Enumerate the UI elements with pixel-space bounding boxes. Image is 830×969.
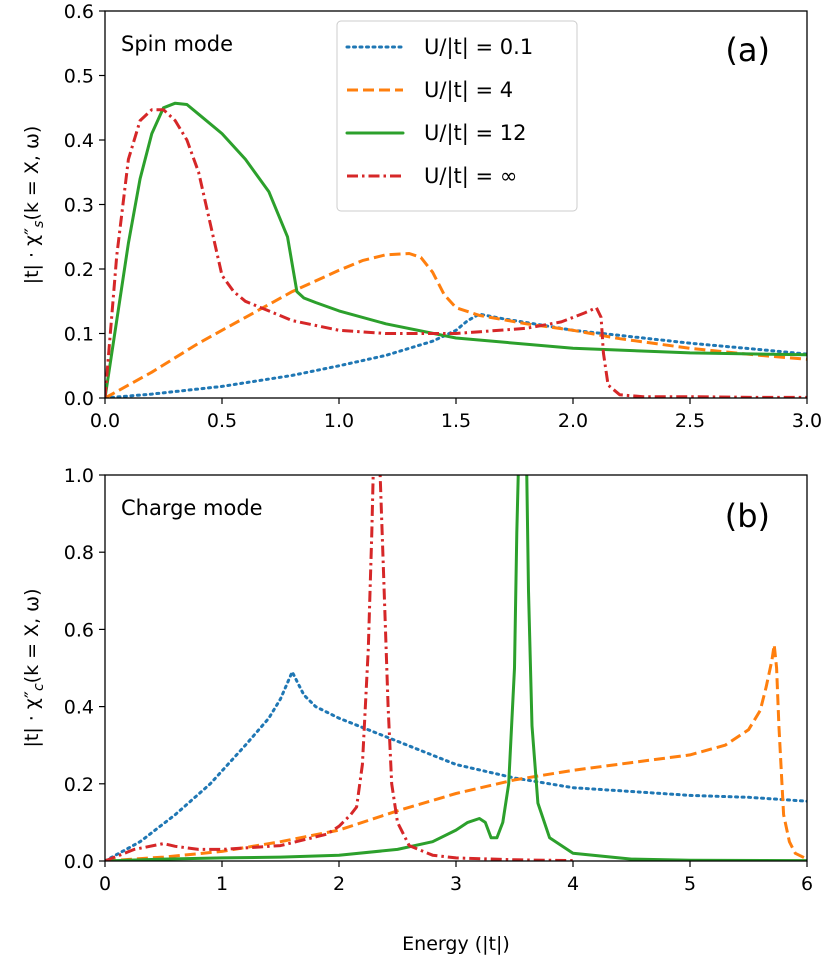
- y-tick-label-a: 0.4: [64, 130, 94, 152]
- axis-ticks-b: 0 1 2 3 4 5 6 0.0 0.2 0.4 0.6 0.8 1.0: [64, 465, 813, 895]
- series-line-uinf-b: [105, 475, 574, 861]
- x-tick-label-a: 2.0: [558, 410, 588, 432]
- y-tick-label-a: 0.5: [64, 66, 94, 88]
- y-tick-label-b: 0.4: [64, 697, 94, 719]
- legend-label-u12: U/|t| = 12: [424, 121, 527, 146]
- series-line-u12-a: [105, 101, 807, 398]
- y-tick-label-b: 0.2: [64, 774, 94, 796]
- x-tick-label-b: 4: [567, 873, 579, 895]
- y-axis-label-a: |t| · χ″s(k = X, ω): [21, 126, 47, 285]
- panel-label-a: (a): [725, 31, 770, 69]
- x-tick-label-b: 0: [99, 873, 111, 895]
- x-tick-label-b: 2: [333, 873, 345, 895]
- spin-mode-panel: 0.0 0.5 1.0 1.5 2.0 2.5 3.0 0.0 0.1 0.2 0.3 0.4 0.5 0…: [64, 1, 822, 432]
- y-tick-label-a: 0.6: [64, 1, 94, 23]
- y-tick-label-a: 0.1: [64, 324, 94, 346]
- plot-frame-a: [104, 10, 808, 399]
- series-line-uinf-a: [105, 108, 807, 398]
- y-tick-label-b: 0.0: [64, 851, 94, 873]
- y-tick-label-a: 0.2: [64, 259, 94, 281]
- x-tick-label-a: 0.5: [207, 410, 237, 432]
- x-tick-label-b: 1: [216, 873, 228, 895]
- x-tick-label-b: 3: [450, 873, 462, 895]
- axis-ticks-a: 0.0 0.5 1.0 1.5 2.0 2.5 3.0 0.0 0.1 0.2 0.3 0.4 0.5 0…: [64, 1, 822, 432]
- x-tick-label-b: 5: [684, 873, 696, 895]
- y-tick-label-b: 0.8: [64, 542, 94, 564]
- series-line-u01-b: [105, 670, 807, 861]
- legend-box: [336, 20, 578, 212]
- x-tick-label-b: 6: [801, 873, 813, 895]
- series-line-u4-b: [105, 643, 807, 861]
- legend: U/|t| = 0.1 U/|t| = 4 U/|t| = 12 U/|t| = ∞: [336, 20, 578, 212]
- y-tick-label-b: 0.6: [64, 619, 94, 641]
- plot-frame-b: [104, 474, 808, 862]
- series-lines-b: [105, 475, 807, 861]
- series-lines-a: [105, 101, 807, 398]
- series-line-u01-a: [105, 312, 807, 398]
- x-tick-label-a: 1.5: [441, 410, 471, 432]
- x-tick-label-a: 0.0: [90, 410, 120, 432]
- x-axis-label: Energy (|t|): [402, 933, 510, 955]
- charge-mode-panel: 0 1 2 3 4 5 6 0.0 0.2 0.4 0.6 0.8 1.0 Charge mode (b…: [64, 465, 813, 895]
- y-tick-label-b: 1.0: [64, 465, 94, 487]
- x-tick-label-a: 3.0: [792, 410, 822, 432]
- legend-label-u01: U/|t| = 0.1: [424, 35, 533, 60]
- x-tick-label-a: 2.5: [675, 410, 705, 432]
- series-line-u4-a: [105, 252, 807, 398]
- panel-label-b: (b): [725, 497, 770, 535]
- charge-mode-label: Charge mode: [121, 496, 263, 520]
- legend-label-u4: U/|t| = 4: [424, 78, 513, 103]
- y-axis-label-b: |t| · χ″c(k = X, ω): [21, 589, 47, 748]
- y-tick-label-a: 0.3: [64, 195, 94, 217]
- legend-label-uinf: U/|t| = ∞: [424, 164, 517, 189]
- y-tick-label-a: 0.0: [64, 388, 94, 410]
- x-tick-label-a: 1.0: [324, 410, 354, 432]
- series-line-u12-b: [105, 475, 807, 861]
- spin-mode-label: Spin mode: [121, 32, 233, 56]
